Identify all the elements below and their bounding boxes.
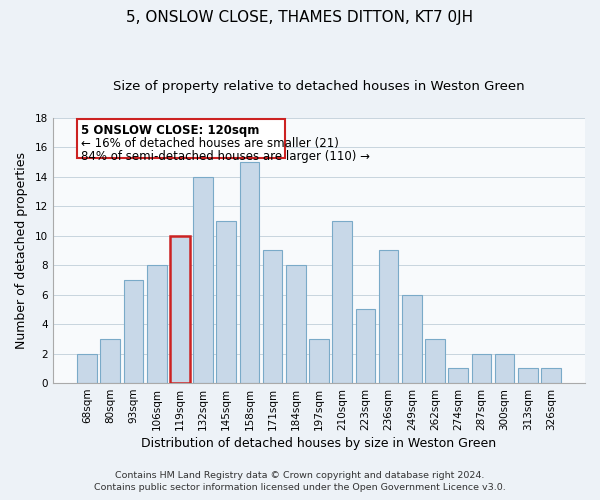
Bar bbox=[217, 221, 236, 383]
Text: 84% of semi-detached houses are larger (110) →: 84% of semi-detached houses are larger (… bbox=[81, 150, 370, 163]
Bar bbox=[495, 354, 514, 383]
Bar bbox=[309, 339, 329, 383]
Bar bbox=[379, 250, 398, 383]
Text: 5 ONSLOW CLOSE: 120sqm: 5 ONSLOW CLOSE: 120sqm bbox=[81, 124, 259, 136]
Text: Contains HM Land Registry data © Crown copyright and database right 2024.: Contains HM Land Registry data © Crown c… bbox=[115, 471, 485, 480]
FancyBboxPatch shape bbox=[77, 118, 286, 158]
Bar bbox=[425, 339, 445, 383]
Bar bbox=[448, 368, 468, 383]
X-axis label: Distribution of detached houses by size in Weston Green: Distribution of detached houses by size … bbox=[142, 437, 497, 450]
Text: 5, ONSLOW CLOSE, THAMES DITTON, KT7 0JH: 5, ONSLOW CLOSE, THAMES DITTON, KT7 0JH bbox=[127, 10, 473, 25]
Y-axis label: Number of detached properties: Number of detached properties bbox=[15, 152, 28, 349]
Title: Size of property relative to detached houses in Weston Green: Size of property relative to detached ho… bbox=[113, 80, 525, 93]
Bar bbox=[518, 368, 538, 383]
Bar bbox=[100, 339, 120, 383]
Bar bbox=[402, 294, 422, 383]
Text: ← 16% of detached houses are smaller (21): ← 16% of detached houses are smaller (21… bbox=[81, 137, 339, 150]
Bar bbox=[170, 236, 190, 383]
Bar bbox=[193, 176, 213, 383]
Bar bbox=[286, 265, 305, 383]
Bar bbox=[77, 354, 97, 383]
Bar bbox=[541, 368, 561, 383]
Bar bbox=[472, 354, 491, 383]
Bar bbox=[263, 250, 283, 383]
Bar bbox=[124, 280, 143, 383]
Text: Contains public sector information licensed under the Open Government Licence v3: Contains public sector information licen… bbox=[94, 484, 506, 492]
Bar bbox=[356, 310, 375, 383]
Bar bbox=[239, 162, 259, 383]
Bar bbox=[332, 221, 352, 383]
Bar bbox=[147, 265, 167, 383]
Bar bbox=[170, 236, 190, 383]
